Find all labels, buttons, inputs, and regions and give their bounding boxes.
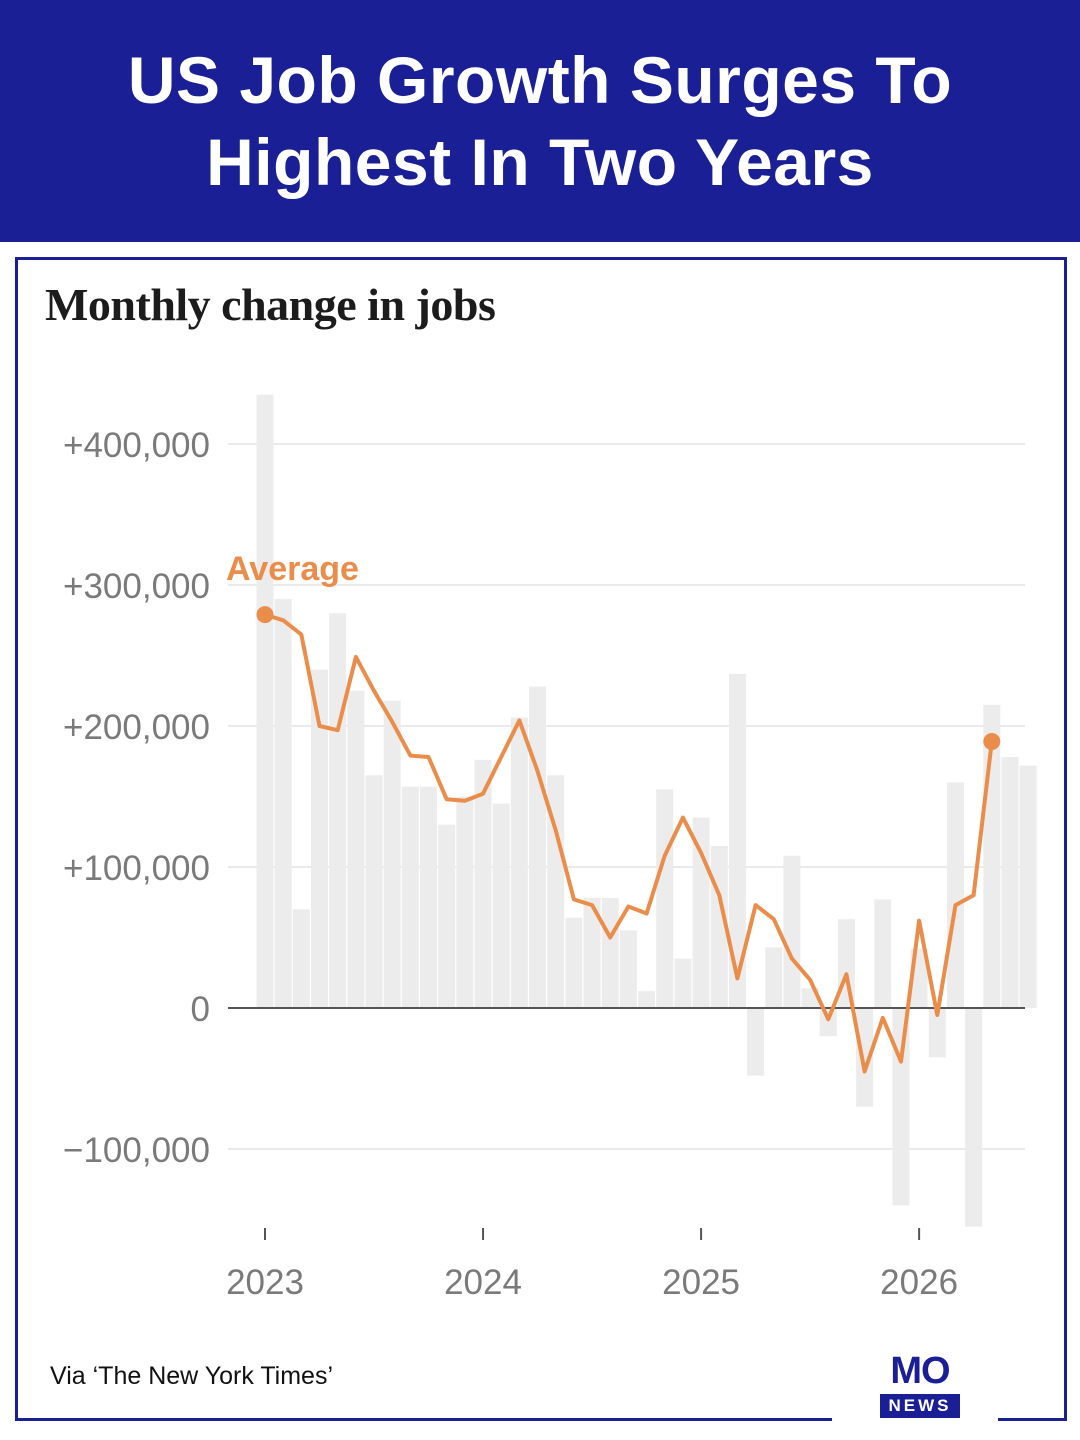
bar bbox=[692, 817, 710, 1008]
logo-text-bottom: NEWS bbox=[880, 1394, 960, 1418]
bar bbox=[965, 1008, 983, 1227]
average-end-point bbox=[983, 733, 1001, 751]
bar bbox=[438, 824, 456, 1008]
y-tick-label: +200,000 bbox=[63, 708, 210, 747]
bar bbox=[856, 1008, 874, 1107]
x-tick-label: 2023 bbox=[226, 1263, 304, 1302]
source-credit: Via ‘The New York Times’ bbox=[50, 1362, 333, 1390]
chart-frame bbox=[15, 257, 1067, 1421]
bar bbox=[946, 782, 964, 1008]
bar bbox=[420, 786, 438, 1008]
average-start-point bbox=[256, 606, 274, 624]
bar bbox=[292, 909, 310, 1008]
bar bbox=[928, 1008, 946, 1058]
bar bbox=[747, 1008, 765, 1076]
y-tick-label: +300,000 bbox=[63, 567, 210, 606]
y-tick-label: −100,000 bbox=[63, 1131, 210, 1170]
bar bbox=[529, 686, 547, 1008]
bar bbox=[365, 775, 383, 1008]
bar bbox=[656, 789, 674, 1008]
x-tick-label: 2026 bbox=[880, 1263, 958, 1302]
logo-text-top: MO bbox=[890, 1350, 950, 1392]
bar bbox=[347, 690, 365, 1008]
bar bbox=[565, 917, 583, 1008]
headline-banner: US Job Growth Surges To Highest In Two Y… bbox=[0, 0, 1080, 242]
bar bbox=[1001, 757, 1019, 1008]
bar bbox=[583, 898, 601, 1008]
bar bbox=[311, 669, 329, 1008]
bar bbox=[547, 775, 565, 1008]
bar bbox=[892, 1008, 910, 1206]
y-tick-label: +100,000 bbox=[63, 849, 210, 888]
bar bbox=[474, 759, 492, 1008]
bar bbox=[837, 919, 855, 1008]
bar bbox=[1019, 765, 1037, 1008]
bar bbox=[274, 599, 292, 1008]
bar bbox=[728, 673, 746, 1008]
bar bbox=[401, 786, 419, 1008]
bar bbox=[256, 394, 274, 1008]
y-tick-label: +400,000 bbox=[63, 426, 210, 465]
x-tick-label: 2024 bbox=[444, 1263, 522, 1302]
y-tick-label: 0 bbox=[191, 990, 210, 1029]
bar bbox=[765, 947, 783, 1008]
bar bbox=[601, 898, 619, 1008]
bar bbox=[674, 958, 692, 1008]
bar bbox=[619, 930, 637, 1008]
headline: US Job Growth Surges To Highest In Two Y… bbox=[127, 43, 953, 199]
bar bbox=[456, 796, 474, 1008]
mo-news-logo: MO NEWS bbox=[880, 1352, 960, 1420]
bar bbox=[492, 803, 510, 1008]
bar bbox=[329, 613, 347, 1008]
bar bbox=[383, 700, 401, 1008]
average-line bbox=[263, 612, 994, 1074]
bar bbox=[874, 899, 892, 1008]
bar bbox=[510, 717, 528, 1008]
bar bbox=[783, 855, 801, 1008]
average-label: Average bbox=[226, 550, 359, 588]
bar bbox=[638, 991, 656, 1008]
chart-title: Monthly change in jobs bbox=[45, 279, 496, 330]
bar bbox=[819, 1008, 837, 1037]
x-tick-label: 2025 bbox=[662, 1263, 740, 1302]
